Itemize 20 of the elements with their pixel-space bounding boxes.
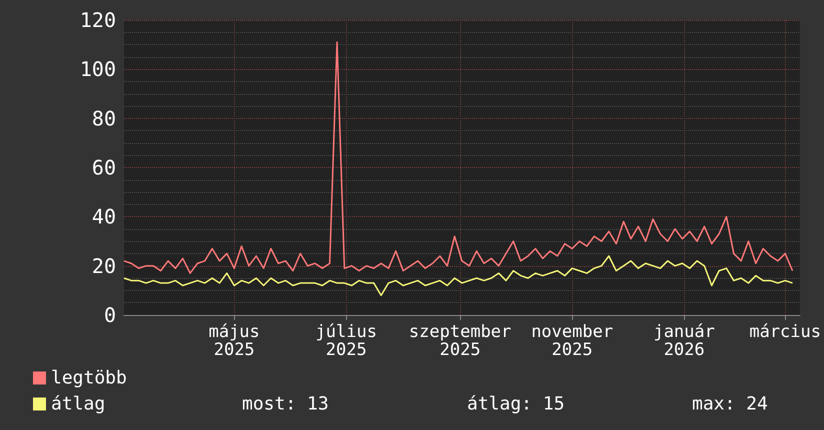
x-tick-label: március <box>749 322 822 342</box>
x-tick-label: január 2026 <box>653 322 715 360</box>
legend-label: átlag <box>51 394 106 414</box>
y-tick-label: 100 <box>80 57 116 82</box>
x-tick-label: május 2025 <box>208 322 260 360</box>
line-series <box>123 255 794 296</box>
legend-label: legtöbb <box>51 368 127 388</box>
x-tick-label: szeptember 2025 <box>408 322 512 360</box>
y-tick-label: 80 <box>92 106 116 130</box>
y-tick-label: 60 <box>92 156 116 180</box>
text: most: 13 <box>242 394 329 414</box>
text: max: 24 <box>692 394 768 414</box>
y-tick-label: 0 <box>104 303 116 327</box>
x-tick-label: november 2025 <box>531 322 614 360</box>
x-tick-label: július 2025 <box>316 322 377 360</box>
y-tick-label: 120 <box>80 8 116 32</box>
line-series <box>123 41 794 274</box>
y-tick-label: 20 <box>92 254 116 278</box>
y-tick-label: 40 <box>92 204 116 229</box>
text: átlag: 15 <box>467 394 565 414</box>
